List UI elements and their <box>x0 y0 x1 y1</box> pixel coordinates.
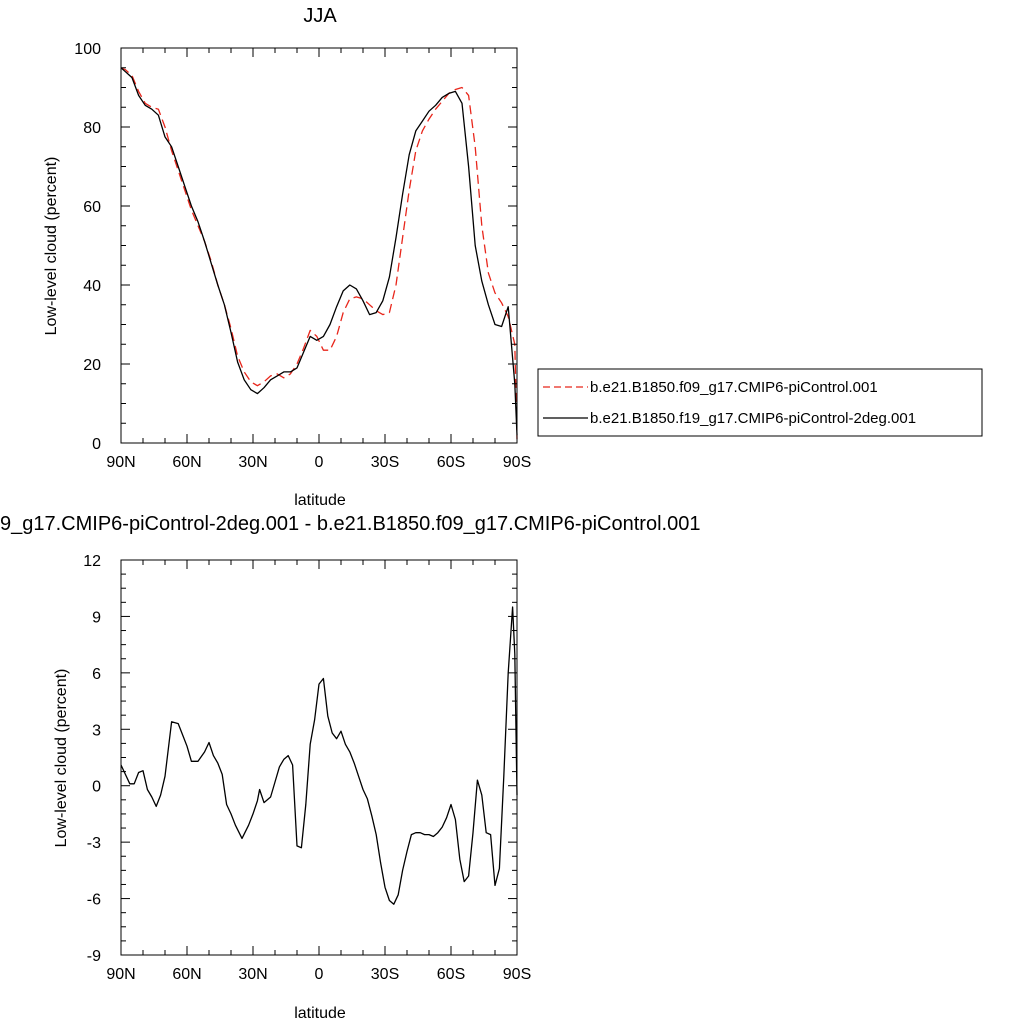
top-x-tick-label: 60S <box>437 454 465 471</box>
top-x-tick-label: 90S <box>503 454 531 471</box>
bottom-y-axis-label: Low-level cloud (percent) <box>53 669 70 848</box>
top-y-tick-label: 0 <box>92 436 101 453</box>
bottom-x-tick-label: 0 <box>315 966 324 983</box>
bottom-x-axis-label: latitude <box>294 1005 346 1022</box>
top-y-tick-label: 100 <box>74 41 101 58</box>
bottom-chart-title: 9_g17.CMIP6-piControl-2deg.001 - b.e21.B… <box>0 513 700 535</box>
bottom-panel: 9_g17.CMIP6-piControl-2deg.001 - b.e21.B… <box>0 513 700 1022</box>
bottom-y-tick-label: -6 <box>87 892 101 909</box>
top-series-line-1 <box>120 67 518 440</box>
top-y-tick-label: 40 <box>83 278 101 295</box>
top-x-tick-label: 60N <box>172 454 201 471</box>
top-chart-title: JJA <box>303 5 337 27</box>
top-x-tick-label: 90N <box>106 454 135 471</box>
top-x-tick-label: 30N <box>238 454 267 471</box>
top-axis-ticks: 90N 60N 30N 0 30S 60S 90S 0 20 40 60 80 100 <box>74 41 531 471</box>
bottom-x-tick-label: 30S <box>371 966 399 983</box>
top-plot-frame <box>120 47 518 444</box>
legend-entry-f09: b.e21.B1850.f09_g17.CMIP6-piControl.001 <box>590 379 878 396</box>
bottom-series-lines <box>120 606 518 905</box>
bottom-plot-frame <box>120 559 518 956</box>
bottom-axis-ticks: 90N 60N 30N 0 30S 60S 90S -9 -6 -3 0 3 6 9 12 <box>83 553 531 983</box>
bottom-x-tick-label: 30N <box>238 966 267 983</box>
top-panel: JJA 90N 60N 30N 0 30S 60S 90S 0 20 40 60 80 100 Low-… <box>43 5 983 509</box>
bottom-y-tick-label: 6 <box>92 666 101 683</box>
bottom-series-line-1 <box>120 606 518 905</box>
bottom-y-tick-label: -3 <box>87 835 101 852</box>
legend-box <box>537 368 983 437</box>
top-y-tick-label: 20 <box>83 357 101 374</box>
top-series-line-2 <box>120 67 518 436</box>
top-y-tick-label: 80 <box>83 120 101 137</box>
top-y-tick-label: 60 <box>83 199 101 216</box>
legend: b.e21.B1850.f09_g17.CMIP6-piControl.001 … <box>537 368 983 437</box>
bottom-x-tick-label: 90S <box>503 966 531 983</box>
bottom-y-tick-label: -9 <box>87 948 101 965</box>
legend-entry-f19: b.e21.B1850.f19_g17.CMIP6-piControl-2deg… <box>590 410 916 427</box>
bottom-y-tick-label: 12 <box>83 553 101 570</box>
bottom-y-tick-label: 0 <box>92 779 101 796</box>
top-x-tick-label: 30S <box>371 454 399 471</box>
bottom-y-tick-label: 9 <box>92 609 101 626</box>
top-x-axis-label: latitude <box>294 492 346 509</box>
top-x-tick-label: 0 <box>315 454 324 471</box>
bottom-x-tick-label: 60S <box>437 966 465 983</box>
top-series-lines <box>120 67 518 440</box>
bottom-y-tick-label: 3 <box>92 722 101 739</box>
top-y-axis-label: Low-level cloud (percent) <box>43 157 60 336</box>
bottom-x-tick-label: 60N <box>172 966 201 983</box>
bottom-x-tick-label: 90N <box>106 966 135 983</box>
